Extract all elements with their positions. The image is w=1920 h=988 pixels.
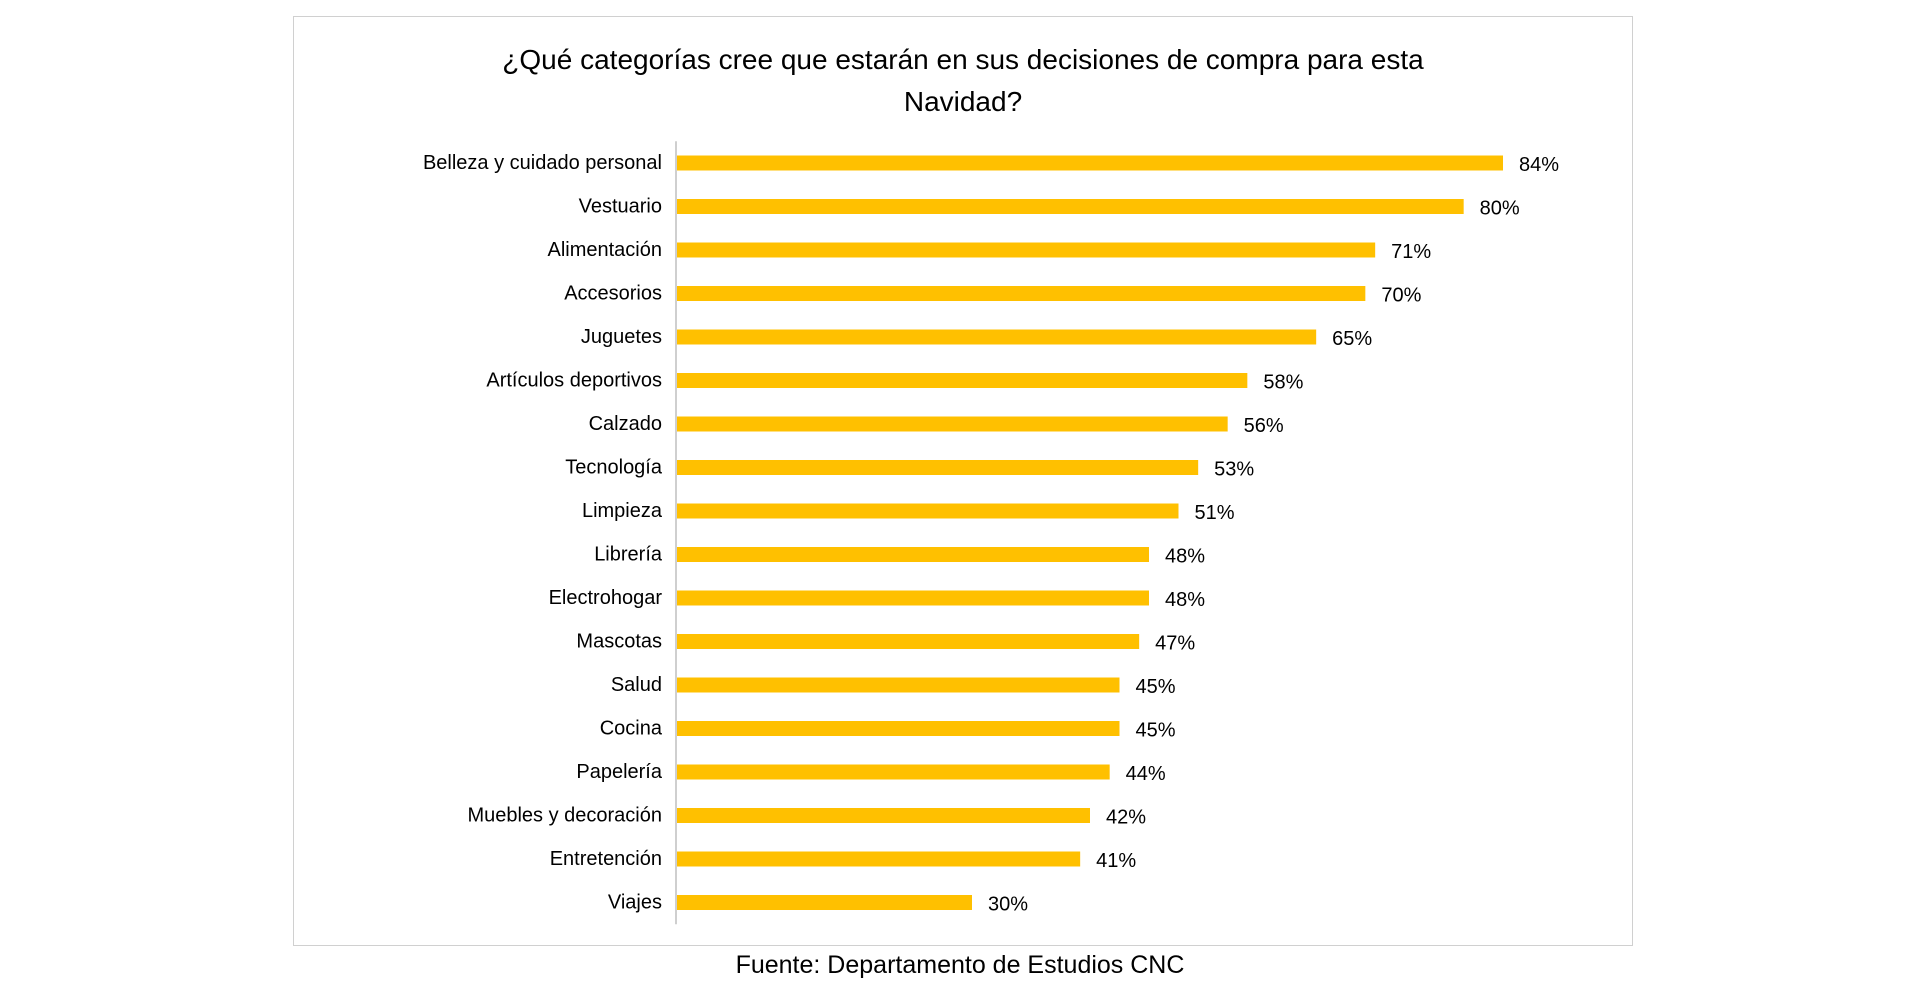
category-label: Accesorios	[564, 283, 662, 305]
value-label: 42%	[1106, 807, 1146, 829]
value-label: 51%	[1195, 502, 1235, 524]
bar	[677, 199, 1464, 214]
category-label: Calzado	[589, 413, 662, 435]
category-label: Entretención	[550, 848, 662, 870]
value-label: 47%	[1155, 633, 1195, 655]
bar	[677, 373, 1248, 388]
value-label: 41%	[1096, 850, 1136, 872]
value-label: 58%	[1263, 372, 1303, 394]
value-label: 48%	[1165, 546, 1205, 568]
bars-group	[677, 155, 1503, 910]
category-label: Mascotas	[576, 631, 662, 653]
category-label: Alimentación	[547, 239, 662, 261]
value-label: 70%	[1381, 285, 1421, 307]
bar	[677, 547, 1149, 562]
category-label: Belleza y cuidado personal	[423, 152, 662, 174]
category-label: Limpieza	[582, 500, 663, 522]
value-label: 84%	[1519, 154, 1559, 176]
chart-title: ¿Qué categorías cree que estarán en sus …	[294, 39, 1632, 123]
bar	[677, 286, 1366, 301]
bar	[677, 460, 1199, 475]
bar	[677, 416, 1228, 432]
category-label: Viajes	[608, 892, 662, 914]
bar	[677, 895, 972, 910]
bar	[677, 677, 1120, 693]
value-label: 71%	[1391, 241, 1431, 263]
value-labels-group: 84% 80% 71% 70% 65% 58% 56% 53% 51% 48% 48% 47% 45% 4…	[988, 154, 1559, 916]
category-label: Electrohogar	[549, 587, 663, 609]
value-label: 45%	[1136, 676, 1176, 698]
source-note: Fuente: Departamento de Estudios CNC	[735, 951, 1185, 979]
category-label: Juguetes	[581, 326, 662, 348]
bar	[677, 590, 1149, 606]
category-label: Salud	[611, 674, 662, 696]
chart-title-line-2: Navidad?	[903, 86, 1023, 117]
bar	[677, 155, 1503, 171]
chart-title-line-1: ¿Qué categorías cree que estarán en sus …	[502, 44, 1424, 75]
bar	[677, 721, 1120, 736]
category-label: Artículos deportivos	[486, 370, 662, 392]
bar	[677, 503, 1179, 519]
value-label: 45%	[1136, 720, 1176, 742]
bar	[677, 634, 1140, 649]
category-label: Papelería	[576, 761, 662, 783]
value-label: 65%	[1332, 328, 1372, 350]
value-label: 44%	[1126, 763, 1166, 785]
chart-frame: ¿Qué categorías cree que estarán en sus …	[293, 16, 1633, 946]
value-label: 53%	[1214, 459, 1254, 481]
value-label: 48%	[1165, 589, 1205, 611]
bar	[677, 242, 1376, 258]
category-label: Cocina	[600, 718, 663, 740]
bar	[677, 851, 1081, 867]
value-label: 80%	[1480, 198, 1520, 220]
category-label: Tecnología	[565, 457, 663, 479]
value-label: 30%	[988, 894, 1028, 916]
category-label: Librería	[594, 544, 663, 566]
bar-chart: Belleza y cuidado personal Vestuario Alime…	[423, 141, 1559, 925]
category-labels-group: Belleza y cuidado personal Vestuario Alime…	[423, 152, 663, 914]
bar	[677, 329, 1317, 345]
bar	[677, 764, 1110, 780]
category-label: Vestuario	[579, 196, 662, 218]
bar	[677, 808, 1090, 823]
category-label: Muebles y decoración	[467, 805, 662, 827]
value-label: 56%	[1244, 415, 1284, 437]
